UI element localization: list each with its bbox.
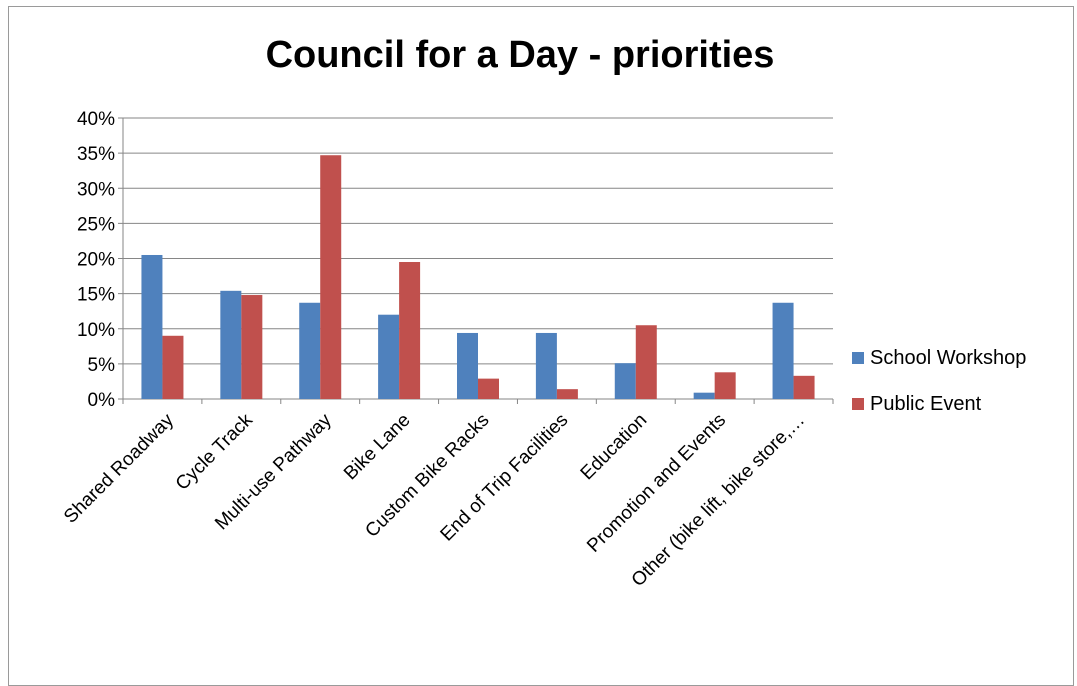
legend-label-public-event: Public Event [870, 392, 982, 415]
bar-school-workshop [535, 332, 557, 399]
bar-school-workshop [693, 392, 715, 399]
x-category-label: Education [577, 410, 652, 485]
y-tick-label: 15% [77, 285, 115, 306]
y-tick-label: 5% [88, 355, 116, 376]
x-category-label: Other (bike lift, bike store,… [628, 410, 809, 591]
bar-public-event [556, 389, 578, 399]
x-category-label: Cycle Track [172, 409, 257, 494]
legend-swatch-public-event [852, 398, 864, 410]
bar-school-workshop [457, 332, 478, 399]
bar-school-workshop [378, 314, 400, 399]
bar-public-event [162, 335, 184, 399]
y-tick-label: 25% [77, 214, 115, 235]
y-tick-label: 35% [77, 144, 115, 165]
legend-swatch-school-workshop [852, 352, 864, 364]
chart-legend: School Workshop Public Event [852, 346, 1072, 438]
bar-public-event [635, 325, 657, 399]
y-tick-label: 20% [77, 250, 115, 271]
bar-public-event [714, 372, 736, 399]
x-category-label: Shared Roadway [60, 409, 178, 527]
bar-public-event [478, 378, 499, 399]
x-category-label: Promotion and Events [583, 410, 730, 557]
bar-public-event [793, 375, 815, 399]
bar-public-event [399, 262, 421, 399]
y-tick-label: 0% [88, 390, 116, 411]
y-tick-label: 30% [77, 179, 115, 200]
bar-school-workshop [220, 290, 242, 399]
bar-school-workshop [614, 363, 636, 399]
y-tick-label: 40% [77, 109, 115, 130]
x-category-label: Bike Lane [340, 410, 415, 485]
legend-item-public-event: Public Event [852, 392, 1072, 416]
bar-public-event [241, 295, 263, 399]
legend-item-school-workshop: School Workshop [852, 346, 1072, 370]
bar-public-event [320, 155, 342, 399]
legend-label-school-workshop: School Workshop [870, 346, 1027, 369]
chart-title: Council for a Day - priorities [265, 34, 775, 76]
bar-school-workshop [772, 302, 794, 399]
y-tick-label: 10% [77, 320, 115, 341]
bar-school-workshop [299, 302, 321, 399]
bar-school-workshop [141, 254, 163, 399]
